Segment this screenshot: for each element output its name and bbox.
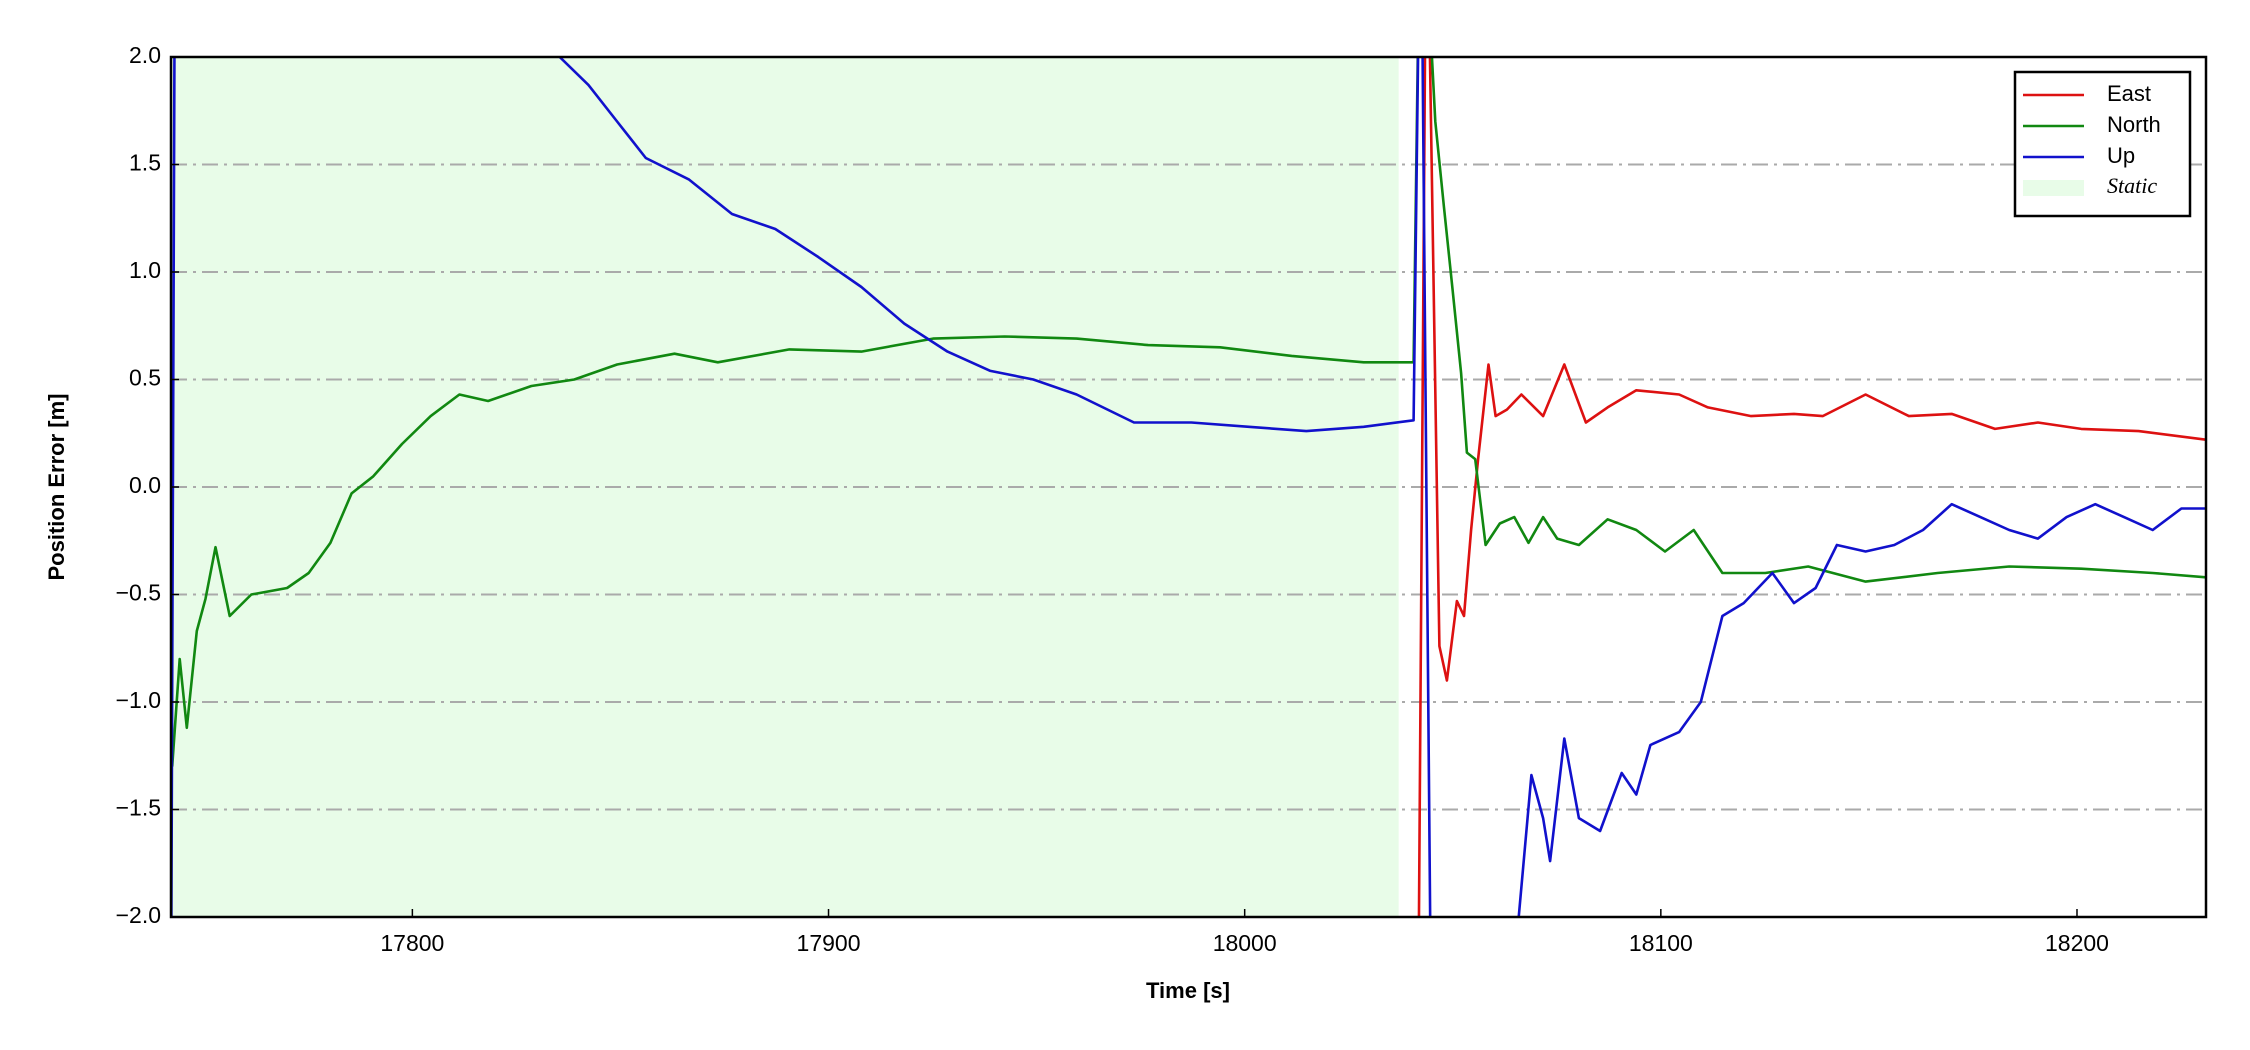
y-tick-label: 1.5 [129, 150, 161, 176]
y-axis-label: Position Error [m] [44, 393, 69, 580]
x-tick-label: 18100 [1629, 930, 1693, 956]
y-tick-label: 0.5 [129, 365, 161, 391]
y-tick-label: 2.0 [129, 42, 161, 68]
legend-swatch [2023, 180, 2084, 196]
legend-label: Static [2107, 173, 2157, 198]
plot-area [171, 57, 2206, 917]
legend-label: North [2107, 112, 2161, 137]
y-tick-label: 0.0 [129, 472, 161, 498]
y-tick-label: −1.0 [116, 687, 161, 713]
series-line [171, 57, 2206, 767]
series-line [171, 57, 2206, 917]
x-axis-label: Time [s] [1146, 978, 1230, 1003]
series-line [1417, 57, 2206, 917]
x-tick-label: 18000 [1213, 930, 1277, 956]
x-tick-label: 18200 [2045, 930, 2109, 956]
y-tick-label: 1.0 [129, 257, 161, 283]
y-tick-label: −1.5 [116, 795, 161, 821]
y-tick-label: −0.5 [116, 580, 161, 606]
legend-label: Up [2107, 143, 2135, 168]
x-tick-label: 17900 [797, 930, 861, 956]
x-tick-label: 17800 [380, 930, 444, 956]
legend-label: East [2107, 81, 2151, 106]
plot-frame [169, 55, 2208, 919]
y-tick-label: −2.0 [116, 902, 161, 928]
